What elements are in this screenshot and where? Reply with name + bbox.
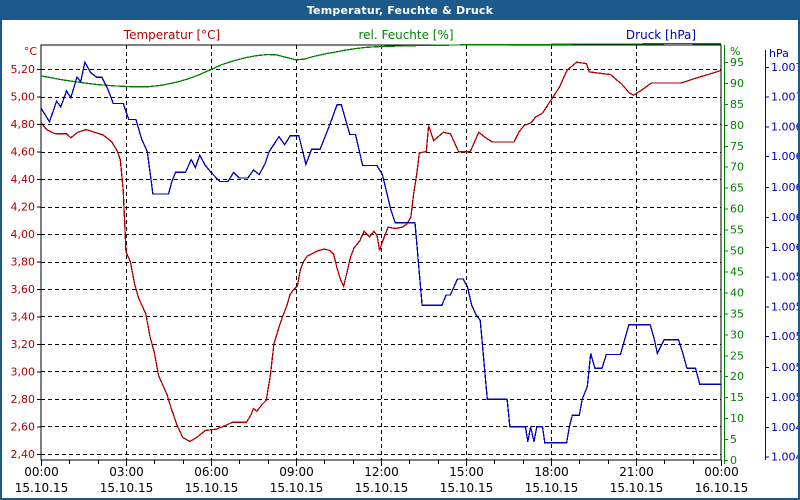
- x-tick-time: 03:00: [109, 465, 144, 479]
- humidity-tick-label: 40: [730, 286, 744, 299]
- temperature-tick-label: 2,40: [11, 448, 36, 461]
- pressure-tick-label: 1.007: [771, 91, 798, 104]
- humidity-tick-label: 10: [730, 412, 744, 425]
- pressure-tick-label: 1.004: [771, 451, 798, 464]
- temperature-tick-label: 4,60: [11, 146, 36, 159]
- humidity-tick-label: 0: [730, 454, 737, 467]
- legend-humidity: rel. Feuchte [%]: [358, 28, 454, 42]
- x-tick-date: 15.10.15: [15, 481, 68, 495]
- humidity-tick-label: 15: [730, 391, 744, 404]
- x-tick-time: 00:00: [24, 465, 59, 479]
- temperature-tick-label: 3,80: [11, 256, 36, 269]
- humidity-tick-label: 5: [730, 433, 737, 446]
- window-title-bar: Temperatur, Feuchte & Druck: [2, 2, 798, 20]
- x-tick-date: 15.10.15: [100, 481, 153, 495]
- x-tick-time: 18:00: [534, 465, 569, 479]
- temperature-tick-label: 3,00: [11, 365, 36, 378]
- x-tick-date: 15.10.15: [610, 481, 663, 495]
- humidity-tick-label: 85: [730, 98, 744, 111]
- temperature-tick-label: 3,60: [11, 283, 36, 296]
- legend-temperature: Temperatur [°C]: [123, 28, 221, 42]
- pressure-line: [40, 60, 721, 444]
- pressure-tick-label: 1.005: [771, 391, 798, 404]
- temperature-tick-label: 4,80: [11, 118, 36, 131]
- window-title: Temperatur, Feuchte & Druck: [306, 4, 494, 17]
- x-tick-date: 15.10.15: [185, 481, 238, 495]
- x-tick-date: 15.10.15: [440, 481, 493, 495]
- pressure-tick-label: 1.006: [771, 241, 798, 254]
- x-tick-time: 00:00: [704, 465, 739, 479]
- x-tick-date: 15.10.15: [355, 481, 408, 495]
- humidity-tick-label: 45: [730, 265, 744, 278]
- humidity-tick-label: 65: [730, 182, 744, 195]
- humidity-tick-label: 25: [730, 349, 744, 362]
- temperature-tick-label: 2,60: [11, 420, 36, 433]
- pressure-tick-label: 1.004: [771, 421, 798, 434]
- humidity-tick-label: 80: [730, 119, 744, 132]
- x-tick-time: 21:00: [619, 465, 654, 479]
- x-tick-date: 15.10.15: [270, 481, 323, 495]
- temperature-line: [40, 61, 722, 443]
- pressure-tick-label: 1.005: [771, 361, 798, 374]
- temperature-tick-label: 3,20: [11, 338, 36, 351]
- humidity-tick-label: 60: [730, 203, 744, 216]
- temperature-tick-label: 3,40: [11, 310, 36, 323]
- temperature-tick-label: 5,20: [11, 63, 36, 76]
- pressure-tick-label: 1.006: [771, 120, 798, 133]
- pressure-tick-label: 1.006: [771, 150, 798, 163]
- pressure-tick-label: 1.006: [771, 181, 798, 194]
- humidity-line: [40, 42, 721, 88]
- temperature-tick-label: 4,00: [11, 228, 36, 241]
- pressure-tick-label: 1.005: [771, 271, 798, 284]
- humidity-tick-label: 75: [730, 140, 744, 153]
- x-tick-date: 15.10.15: [525, 481, 578, 495]
- humidity-tick-label: 95: [730, 56, 744, 69]
- humidity-tick-label: 70: [730, 161, 744, 174]
- x-tick-time: 15:00: [449, 465, 484, 479]
- x-tick-time: 06:00: [194, 465, 229, 479]
- temperature-axis-unit: °C: [24, 45, 38, 58]
- humidity-tick-label: 35: [730, 307, 744, 320]
- humidity-tick-label: 90: [730, 77, 744, 90]
- x-tick-date: 16.10.15: [695, 481, 748, 495]
- temperature-tick-label: 4,40: [11, 173, 36, 186]
- humidity-tick-label: 20: [730, 370, 744, 383]
- pressure-axis-unit: hPa: [769, 47, 789, 60]
- humidity-tick-label: 30: [730, 328, 744, 341]
- humidity-axis-unit: %: [730, 45, 740, 58]
- pressure-tick-label: 1.005: [771, 330, 798, 343]
- pressure-tick-label: 1.007: [771, 61, 798, 74]
- legend-pressure: Druck [hPa]: [625, 28, 697, 42]
- temperature-tick-label: 5,00: [11, 91, 36, 104]
- pressure-tick-label: 1.005: [771, 300, 798, 313]
- temperature-tick-label: 2,80: [11, 393, 36, 406]
- pressure-tick-label: 1.006: [771, 211, 798, 224]
- x-tick-time: 09:00: [279, 465, 314, 479]
- humidity-tick-label: 50: [730, 245, 744, 258]
- x-tick-time: 12:00: [364, 465, 399, 479]
- humidity-tick-label: 55: [730, 224, 744, 237]
- temperature-tick-label: 4,20: [11, 201, 36, 214]
